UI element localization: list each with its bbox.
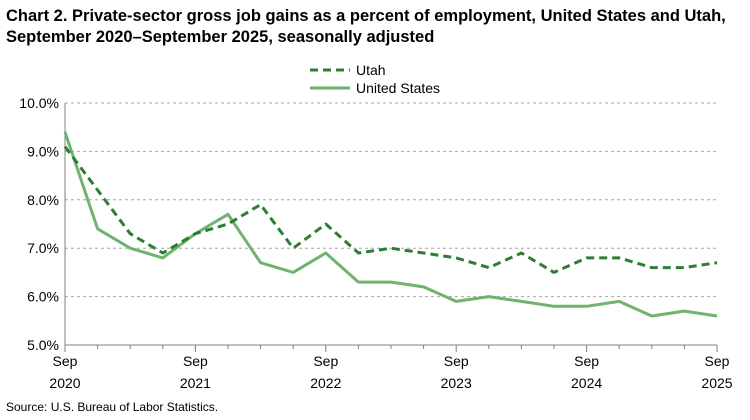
x-axis-ticks: Sep 2020 Sep 2021 Sep 2022 Sep 2023 Sep 2024 Sep 20… bbox=[49, 353, 732, 391]
gridlines bbox=[65, 102, 717, 298]
y-tick-label: 9.0% bbox=[27, 143, 59, 159]
x-tick-label-year: 2021 bbox=[180, 375, 211, 391]
y-tick-label: 6.0% bbox=[27, 289, 59, 305]
x-tick-label-month: Sep bbox=[183, 353, 208, 369]
legend: Utah United States bbox=[310, 62, 440, 96]
y-axis-ticks: 5.0% 6.0% 7.0% 8.0% 9.0% 10.0% bbox=[19, 95, 59, 353]
legend-label: Utah bbox=[356, 62, 386, 78]
x-tick-label-year: 2020 bbox=[49, 375, 80, 391]
x-tick-label-month: Sep bbox=[705, 353, 730, 369]
series-lines bbox=[63, 131, 718, 318]
x-tick-label-month: Sep bbox=[53, 353, 78, 369]
x-tick-label-month: Sep bbox=[313, 353, 338, 369]
x-tick-label-month: Sep bbox=[574, 353, 599, 369]
x-tick-label-month: Sep bbox=[444, 353, 469, 369]
y-tick-label: 7.0% bbox=[27, 240, 59, 256]
x-tick-label-year: 2022 bbox=[310, 375, 341, 391]
legend-label: United States bbox=[356, 80, 440, 96]
x-tick-label-year: 2024 bbox=[571, 375, 602, 391]
series-line-utah bbox=[63, 145, 718, 274]
x-tick-label-year: 2023 bbox=[441, 375, 472, 391]
y-tick-label: 8.0% bbox=[27, 192, 59, 208]
chart-title: Chart 2. Private-sector gross job gains … bbox=[6, 7, 726, 46]
y-tick-label: 10.0% bbox=[19, 95, 59, 111]
series-line-united-states bbox=[63, 131, 718, 318]
y-tick-label: 5.0% bbox=[27, 337, 59, 353]
axes bbox=[64, 103, 718, 352]
source-note: Source: U.S. Bureau of Labor Statistics. bbox=[6, 400, 219, 414]
x-tick-label-year: 2025 bbox=[701, 375, 732, 391]
